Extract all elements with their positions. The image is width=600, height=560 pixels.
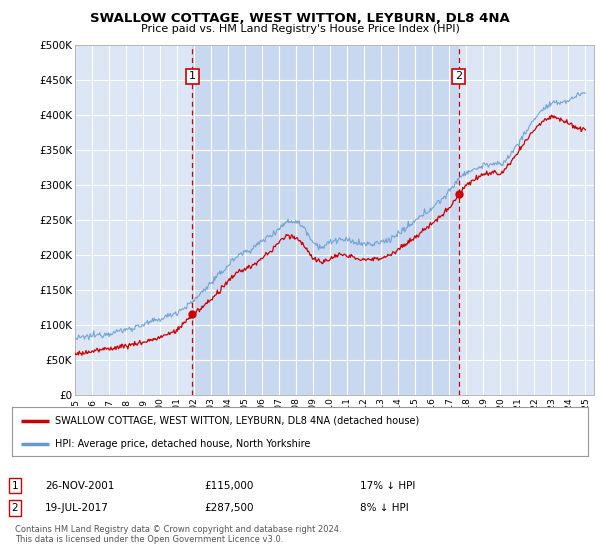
Text: SWALLOW COTTAGE, WEST WITTON, LEYBURN, DL8 4NA: SWALLOW COTTAGE, WEST WITTON, LEYBURN, D… <box>90 12 510 25</box>
Text: £287,500: £287,500 <box>204 503 254 513</box>
Bar <box>193 45 459 395</box>
Text: Price paid vs. HM Land Registry's House Price Index (HPI): Price paid vs. HM Land Registry's House … <box>140 24 460 34</box>
Text: 26-NOV-2001: 26-NOV-2001 <box>45 480 115 491</box>
Text: Contains HM Land Registry data © Crown copyright and database right 2024.: Contains HM Land Registry data © Crown c… <box>15 525 341 534</box>
Text: 1: 1 <box>189 71 196 81</box>
Text: 19-JUL-2017: 19-JUL-2017 <box>45 503 109 513</box>
Text: HPI: Average price, detached house, North Yorkshire: HPI: Average price, detached house, Nort… <box>55 439 311 449</box>
Text: 8% ↓ HPI: 8% ↓ HPI <box>360 503 409 513</box>
Text: 1: 1 <box>11 480 19 491</box>
Text: £115,000: £115,000 <box>204 480 253 491</box>
Text: SWALLOW COTTAGE, WEST WITTON, LEYBURN, DL8 4NA (detached house): SWALLOW COTTAGE, WEST WITTON, LEYBURN, D… <box>55 416 419 426</box>
Text: This data is licensed under the Open Government Licence v3.0.: This data is licensed under the Open Gov… <box>15 535 283 544</box>
Text: 17% ↓ HPI: 17% ↓ HPI <box>360 480 415 491</box>
Text: 2: 2 <box>11 503 19 513</box>
Text: 2: 2 <box>455 71 462 81</box>
